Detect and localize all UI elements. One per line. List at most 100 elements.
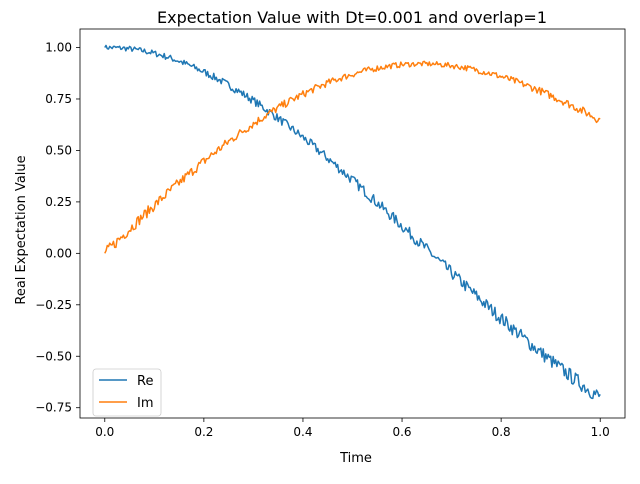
- y-tick-label: 1.00: [45, 41, 72, 55]
- data-point-re: [116, 47, 118, 49]
- data-point-im: [549, 94, 551, 96]
- data-point-re: [488, 306, 490, 308]
- data-point-re: [549, 359, 551, 361]
- series-layer: [104, 44, 601, 400]
- data-point-im: [574, 106, 576, 108]
- data-point-im: [104, 252, 106, 254]
- data-point-re: [438, 260, 440, 262]
- data-point-re: [525, 339, 527, 341]
- data-point-im: [302, 93, 304, 95]
- data-point-im: [488, 72, 490, 74]
- legend-label-re: Re: [137, 374, 153, 389]
- data-point-re: [215, 77, 217, 79]
- data-point-im: [537, 89, 539, 91]
- data-point-re: [265, 108, 267, 110]
- legend-label-im: Im: [137, 396, 154, 411]
- data-point-re: [203, 71, 205, 73]
- data-point-im: [265, 114, 267, 116]
- y-axis: −0.75 −0.50 −0.25 0.00 0.25 0.50 0.75 1.00: [35, 41, 80, 415]
- data-point-im: [166, 193, 168, 195]
- data-point-re: [562, 369, 564, 371]
- data-point-im: [141, 216, 143, 218]
- data-point-re: [376, 202, 378, 204]
- data-point-re: [327, 157, 329, 159]
- data-point-re: [178, 60, 180, 62]
- plot-frame: [79, 28, 626, 419]
- data-point-re: [587, 388, 589, 390]
- x-axis: 0.0 0.2 0.4 0.6 0.8 1.0: [95, 418, 610, 439]
- data-point-re: [277, 117, 279, 119]
- data-point-im: [339, 77, 341, 79]
- data-point-im: [562, 100, 564, 102]
- x-axis-label: Time: [339, 451, 372, 466]
- data-point-im: [587, 112, 589, 114]
- data-point-im: [277, 107, 279, 109]
- x-tick-label: 0.4: [293, 425, 312, 439]
- data-point-re: [463, 283, 465, 285]
- data-point-im: [599, 119, 601, 121]
- data-point-im: [128, 228, 130, 230]
- data-point-re: [190, 65, 192, 67]
- data-point-im: [438, 63, 440, 65]
- y-tick-label: −0.50: [35, 349, 72, 363]
- data-point-im: [227, 140, 229, 142]
- data-point-re: [574, 379, 576, 381]
- data-point-im: [327, 82, 329, 84]
- data-point-re: [388, 213, 390, 215]
- x-tick-label: 1.0: [591, 425, 610, 439]
- data-point-re: [314, 147, 316, 149]
- x-tick-label: 0.2: [194, 425, 213, 439]
- data-point-im: [240, 131, 242, 133]
- x-tick-label: 0.6: [392, 425, 411, 439]
- data-point-re: [401, 225, 403, 227]
- data-point-im: [116, 240, 118, 242]
- y-tick-label: 0.00: [45, 246, 72, 260]
- data-point-im: [413, 63, 415, 65]
- data-point-re: [104, 46, 106, 48]
- data-point-im: [401, 63, 403, 65]
- data-point-im: [203, 160, 205, 162]
- data-point-im: [426, 63, 428, 65]
- data-point-re: [500, 317, 502, 319]
- data-point-im: [215, 150, 217, 152]
- data-point-re: [537, 349, 539, 351]
- data-point-im: [153, 204, 155, 206]
- y-tick-label: 0.75: [45, 92, 72, 106]
- y-tick-label: −0.75: [35, 401, 72, 415]
- series-line-re: [104, 44, 601, 400]
- chart-title: Expectation Value with Dt=0.001 and over…: [157, 8, 547, 27]
- x-tick-label: 0.0: [95, 425, 114, 439]
- data-point-re: [141, 49, 143, 51]
- data-point-im: [178, 182, 180, 184]
- data-point-re: [339, 168, 341, 170]
- data-point-re: [289, 127, 291, 129]
- data-point-re: [450, 272, 452, 274]
- data-point-re: [413, 237, 415, 239]
- data-point-im: [500, 75, 502, 77]
- data-point-im: [289, 99, 291, 101]
- data-point-im: [525, 84, 527, 86]
- legend: Re Im: [92, 368, 162, 417]
- data-point-re: [166, 56, 168, 58]
- data-point-re: [153, 52, 155, 54]
- y-tick-label: 0.50: [45, 143, 72, 157]
- data-point-im: [512, 79, 514, 81]
- data-point-re: [351, 179, 353, 181]
- data-point-im: [388, 65, 390, 67]
- data-point-re: [240, 91, 242, 93]
- series-line-im: [104, 60, 601, 254]
- data-point-im: [190, 171, 192, 173]
- data-point-re: [599, 396, 601, 398]
- y-tick-label: 0.25: [45, 195, 72, 209]
- data-point-re: [364, 190, 366, 192]
- data-point-re: [302, 136, 304, 138]
- data-point-im: [463, 66, 465, 68]
- data-point-im: [376, 67, 378, 69]
- data-point-re: [227, 84, 229, 86]
- y-axis-label: Real Expectation Value: [14, 155, 29, 304]
- y-tick-label: −0.25: [35, 298, 72, 312]
- data-point-re: [475, 295, 477, 297]
- data-point-im: [351, 73, 353, 75]
- data-point-re: [252, 99, 254, 101]
